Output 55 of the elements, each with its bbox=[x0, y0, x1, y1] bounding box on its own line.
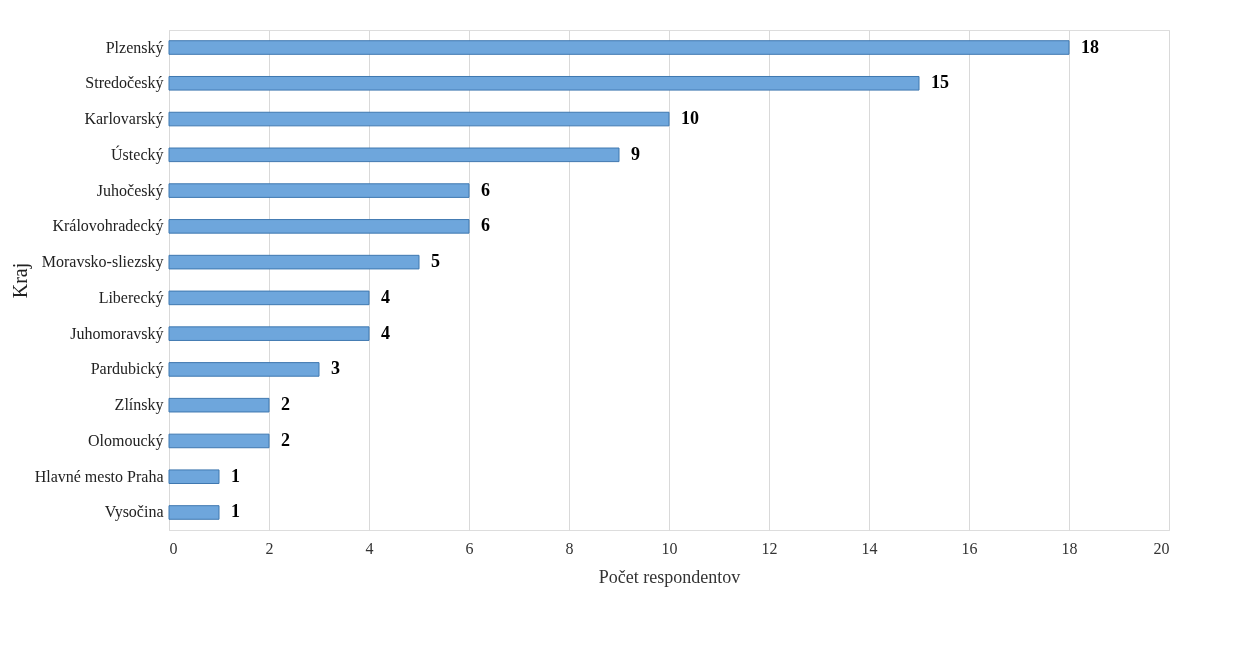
x-axis-title: Počet respondentov bbox=[598, 566, 741, 587]
y-tick-label: Pardubický bbox=[90, 360, 164, 379]
bar bbox=[168, 469, 220, 485]
bar bbox=[168, 183, 470, 198]
data-label: 1 bbox=[231, 465, 240, 486]
y-tick-label: Plzenský bbox=[105, 38, 164, 57]
data-label: 3 bbox=[331, 358, 340, 379]
x-tick-label: 18 bbox=[1061, 539, 1078, 557]
bar bbox=[168, 219, 470, 234]
data-label: 4 bbox=[381, 286, 390, 307]
bar bbox=[168, 40, 1070, 55]
bar bbox=[168, 147, 620, 163]
data-label: 18 bbox=[1081, 36, 1099, 57]
data-label: 15 bbox=[931, 72, 949, 93]
x-tick-label: 14 bbox=[861, 539, 878, 557]
x-tick-label: 12 bbox=[761, 539, 778, 557]
bar bbox=[168, 111, 670, 127]
y-tick-label: Ústecký bbox=[111, 144, 164, 164]
bar bbox=[168, 433, 270, 449]
x-tick-label: 4 bbox=[365, 539, 374, 557]
bar bbox=[168, 290, 370, 306]
data-label: 6 bbox=[481, 179, 490, 200]
y-axis-title: Kraj bbox=[8, 262, 32, 299]
y-tick-label: Královohradecký bbox=[52, 217, 164, 236]
y-tick-label: Juhočeský bbox=[96, 181, 164, 200]
x-tick-label: 20 bbox=[1153, 539, 1170, 557]
bar bbox=[168, 362, 320, 377]
bar bbox=[168, 397, 270, 413]
y-tick-label: Olomoucký bbox=[87, 431, 164, 450]
y-tick-label: Liberecký bbox=[98, 288, 164, 307]
x-tick-label: 2 bbox=[265, 539, 274, 557]
data-label: 2 bbox=[281, 394, 290, 415]
data-label: 9 bbox=[631, 143, 640, 164]
x-tick-label: 8 bbox=[565, 539, 574, 557]
data-label: 10 bbox=[681, 108, 699, 129]
x-tick-label: 16 bbox=[961, 539, 978, 557]
data-label: 4 bbox=[381, 322, 390, 343]
data-label: 1 bbox=[231, 501, 240, 522]
y-tick-label: Vysočina bbox=[104, 503, 164, 522]
y-tick-label: Moravsko-sliezsky bbox=[41, 253, 164, 272]
bar bbox=[168, 254, 420, 270]
data-label: 5 bbox=[431, 251, 440, 272]
x-tick-label: 6 bbox=[465, 539, 474, 557]
bar bbox=[168, 505, 220, 520]
y-tick-label: Zlínsky bbox=[114, 396, 164, 415]
x-tick-label: 0 bbox=[169, 539, 178, 557]
data-label: 6 bbox=[481, 215, 490, 236]
bar bbox=[168, 326, 370, 341]
x-tick-label: 10 bbox=[661, 539, 678, 557]
y-tick-label: Karlovarský bbox=[84, 110, 164, 129]
y-tick-label: Hlavné mesto Praha bbox=[34, 467, 164, 485]
bar bbox=[168, 75, 920, 91]
y-tick-label: Juhomoravský bbox=[70, 324, 164, 343]
data-label: 2 bbox=[281, 429, 290, 450]
y-tick-label: Stredočeský bbox=[85, 74, 164, 93]
